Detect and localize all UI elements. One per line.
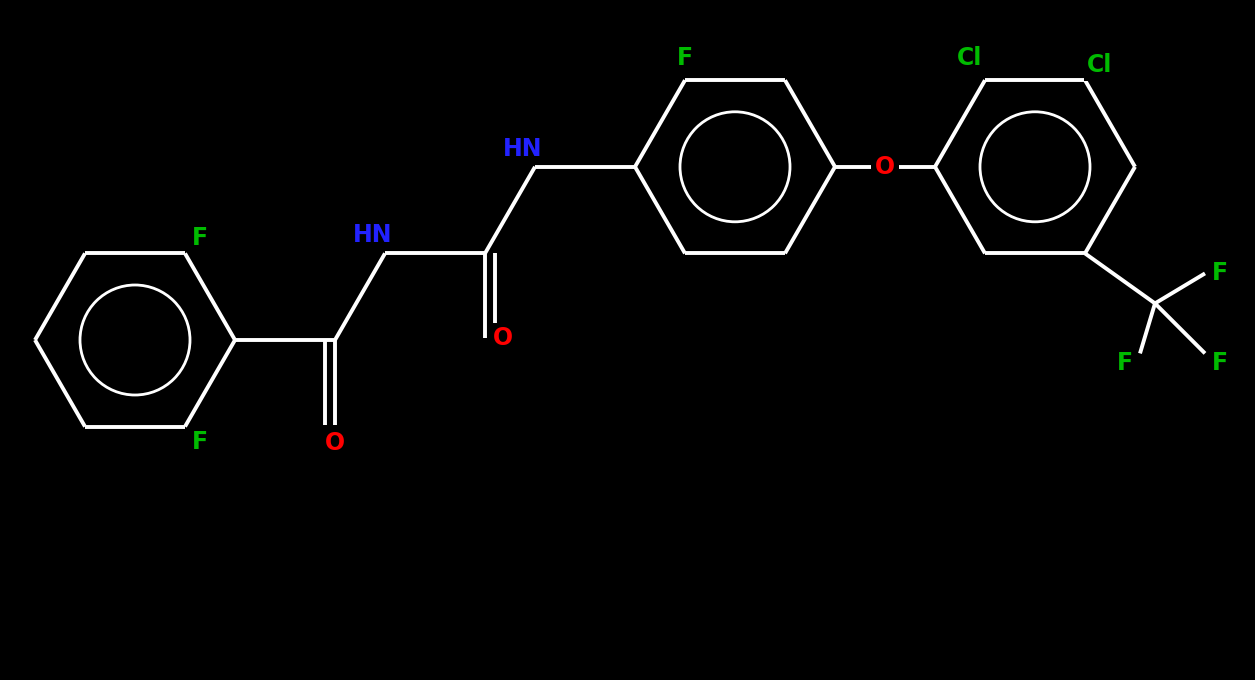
Text: F: F bbox=[1117, 352, 1133, 375]
Text: Cl: Cl bbox=[1087, 53, 1113, 78]
Text: Cl: Cl bbox=[958, 46, 983, 70]
Text: F: F bbox=[192, 430, 208, 454]
Text: F: F bbox=[676, 46, 693, 70]
Text: F: F bbox=[1212, 261, 1229, 286]
Text: F: F bbox=[192, 226, 208, 250]
Text: O: O bbox=[493, 326, 513, 350]
Text: HN: HN bbox=[353, 224, 393, 248]
Text: HN: HN bbox=[503, 137, 542, 160]
Text: F: F bbox=[1212, 352, 1229, 375]
Text: O: O bbox=[325, 431, 345, 455]
Text: O: O bbox=[875, 155, 895, 179]
